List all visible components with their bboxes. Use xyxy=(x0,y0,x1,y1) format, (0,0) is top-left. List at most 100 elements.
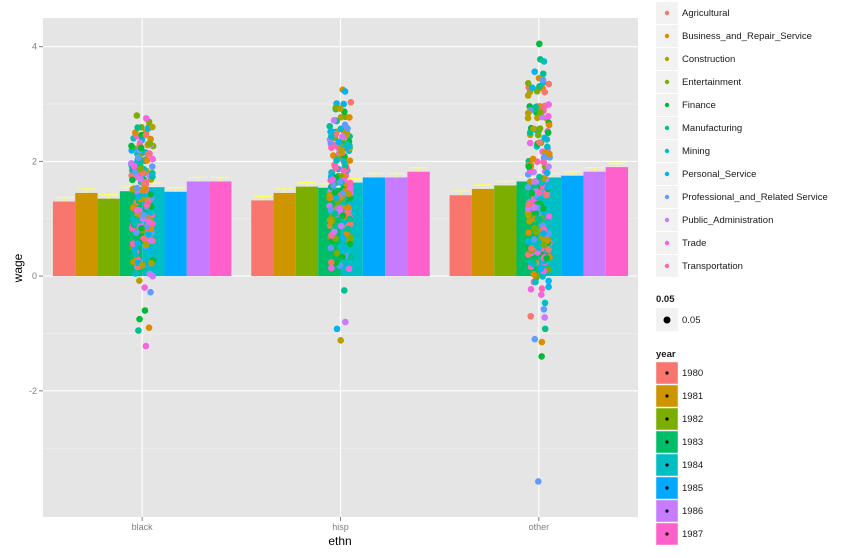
legend-dot xyxy=(664,240,670,246)
data-point-outlier xyxy=(536,55,544,63)
data-point xyxy=(129,176,136,184)
bar-other-1987 xyxy=(605,167,629,277)
data-point xyxy=(338,133,346,141)
legend-industry: Agricultural Business_and_Repair_Service C… xyxy=(656,2,828,277)
data-point xyxy=(131,168,139,176)
data-point xyxy=(345,190,353,198)
data-point xyxy=(544,169,551,177)
data-point xyxy=(346,179,354,187)
data-point xyxy=(144,150,152,158)
data-point xyxy=(534,131,542,139)
data-point xyxy=(145,218,153,225)
data-point xyxy=(338,146,346,154)
bar-layer xyxy=(52,167,629,277)
data-point xyxy=(332,222,339,230)
data-point xyxy=(129,240,137,247)
data-point xyxy=(540,305,548,313)
data-point xyxy=(529,155,537,163)
data-point xyxy=(326,216,334,224)
bar-hisp-1981 xyxy=(273,192,296,277)
year-legend-dot xyxy=(665,486,669,490)
data-point xyxy=(530,125,537,133)
data-point-outlier xyxy=(341,88,349,95)
data-point xyxy=(536,109,544,116)
legend-dot xyxy=(664,263,670,269)
data-point xyxy=(532,278,539,286)
data-point xyxy=(147,191,155,198)
data-point xyxy=(328,133,335,140)
data-point-outlier xyxy=(135,327,142,334)
legend-dot xyxy=(664,79,670,85)
data-point xyxy=(332,259,340,266)
data-point xyxy=(545,101,552,108)
data-point xyxy=(347,234,355,241)
bar-other-1981 xyxy=(471,188,495,277)
data-point xyxy=(524,183,532,191)
legend-label: Public_Administration xyxy=(682,215,773,226)
data-point xyxy=(541,236,549,244)
data-point xyxy=(326,194,333,202)
bar-black-1987 xyxy=(209,181,232,277)
data-point xyxy=(541,299,549,307)
data-point xyxy=(524,109,532,117)
legend-dot xyxy=(664,33,670,39)
data-point xyxy=(346,157,354,164)
data-point xyxy=(532,103,540,111)
y-tick-label: 4 xyxy=(32,42,37,52)
data-point xyxy=(545,163,552,170)
data-point xyxy=(340,167,348,175)
year-legend-dot xyxy=(665,463,669,467)
data-point xyxy=(328,144,335,151)
bar-other-1986 xyxy=(583,171,606,277)
data-point xyxy=(531,68,539,75)
data-point xyxy=(132,129,139,136)
data-point-outlier xyxy=(141,284,148,291)
data-point xyxy=(529,84,536,92)
legend-dot xyxy=(664,10,670,16)
data-point xyxy=(543,255,550,262)
data-point xyxy=(135,193,143,200)
bar-hisp-1982 xyxy=(295,186,319,277)
bar-black-1986 xyxy=(186,181,210,277)
year-legend-dot xyxy=(665,532,669,536)
data-point xyxy=(328,127,335,135)
point-layer xyxy=(127,40,553,485)
data-point xyxy=(545,213,553,220)
data-point xyxy=(333,157,340,164)
data-point xyxy=(347,98,355,106)
data-point xyxy=(128,142,135,150)
data-point xyxy=(545,80,553,88)
bar-hisp-1985 xyxy=(362,177,386,277)
y-tick-label: 2 xyxy=(32,156,37,166)
data-point xyxy=(330,117,338,124)
legend-label: Mining xyxy=(682,146,710,157)
data-point xyxy=(131,245,139,253)
bar-black-1981 xyxy=(75,192,98,277)
data-point xyxy=(337,243,344,251)
data-point xyxy=(331,210,339,218)
data-point xyxy=(143,223,151,230)
data-point xyxy=(331,163,339,170)
data-point xyxy=(146,140,154,147)
data-point-outlier xyxy=(342,318,349,326)
data-point-outlier xyxy=(136,277,143,284)
data-point xyxy=(526,139,534,147)
data-point xyxy=(143,201,151,209)
year-legend-title: year xyxy=(656,349,676,360)
legend-label: Transportation xyxy=(682,261,743,272)
legend-label: Trade xyxy=(682,238,706,249)
data-point xyxy=(541,134,548,142)
data-point-outlier xyxy=(147,288,154,296)
data-point xyxy=(147,246,154,254)
bar-hisp-1980 xyxy=(251,200,274,277)
data-point xyxy=(528,245,535,252)
data-point xyxy=(147,209,155,216)
data-point-outlier xyxy=(142,115,150,122)
data-point-outlier xyxy=(541,325,549,333)
data-point xyxy=(146,270,154,278)
legend-label: Entertainment xyxy=(682,77,742,88)
data-point xyxy=(536,189,543,197)
data-point xyxy=(346,114,353,121)
size-legend-dot xyxy=(663,316,671,324)
data-point-outlier xyxy=(336,105,344,112)
